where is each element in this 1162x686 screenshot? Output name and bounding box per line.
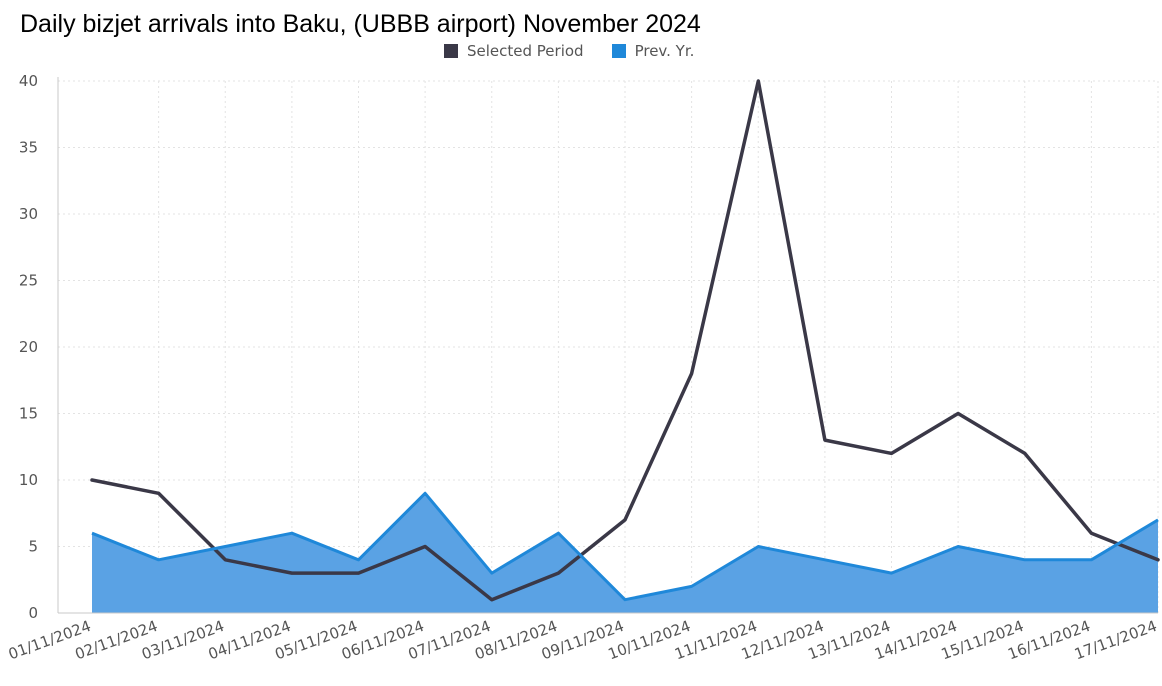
- y-tick-label: 40: [19, 72, 38, 90]
- y-tick-label: 15: [19, 405, 38, 423]
- y-axis-ticks: 0 5 10 15 20 25 30 35 40: [19, 72, 38, 622]
- y-tick-label: 20: [19, 338, 38, 356]
- chart-title: Daily bizjet arrivals into Baku, (UBBB a…: [20, 10, 701, 38]
- y-tick-label: 25: [19, 272, 38, 290]
- y-tick-label: 35: [19, 139, 38, 157]
- legend-item-selected-period[interactable]: Selected Period: [444, 42, 584, 60]
- grid-lines: [58, 80, 1159, 613]
- y-tick-label: 10: [19, 471, 38, 489]
- series-lines: [90, 79, 1160, 602]
- y-tick-label: 30: [19, 205, 38, 223]
- legend-swatch-prev-yr: [611, 44, 626, 58]
- legend-label-prev-yr: Prev. Yr.: [634, 42, 695, 60]
- chart-legend: Selected Period Prev. Yr.: [444, 40, 722, 62]
- axes: [57, 77, 1158, 614]
- series-area-prev-yr: [92, 493, 1158, 613]
- series-line-prev-yr: [91, 491, 1159, 602]
- x-axis-ticks: 01/11/202402/11/202403/11/202404/11/2024…: [6, 617, 1159, 663]
- legend-swatch-selected-period: [444, 44, 458, 58]
- legend-label-selected-period: Selected Period: [467, 42, 584, 60]
- y-tick-label: 5: [28, 538, 38, 556]
- series-line-selected-period: [90, 79, 1160, 602]
- y-tick-label: 0: [28, 604, 38, 622]
- series-areas: [92, 493, 1158, 613]
- legend-item-prev-yr[interactable]: Prev. Yr.: [611, 42, 695, 60]
